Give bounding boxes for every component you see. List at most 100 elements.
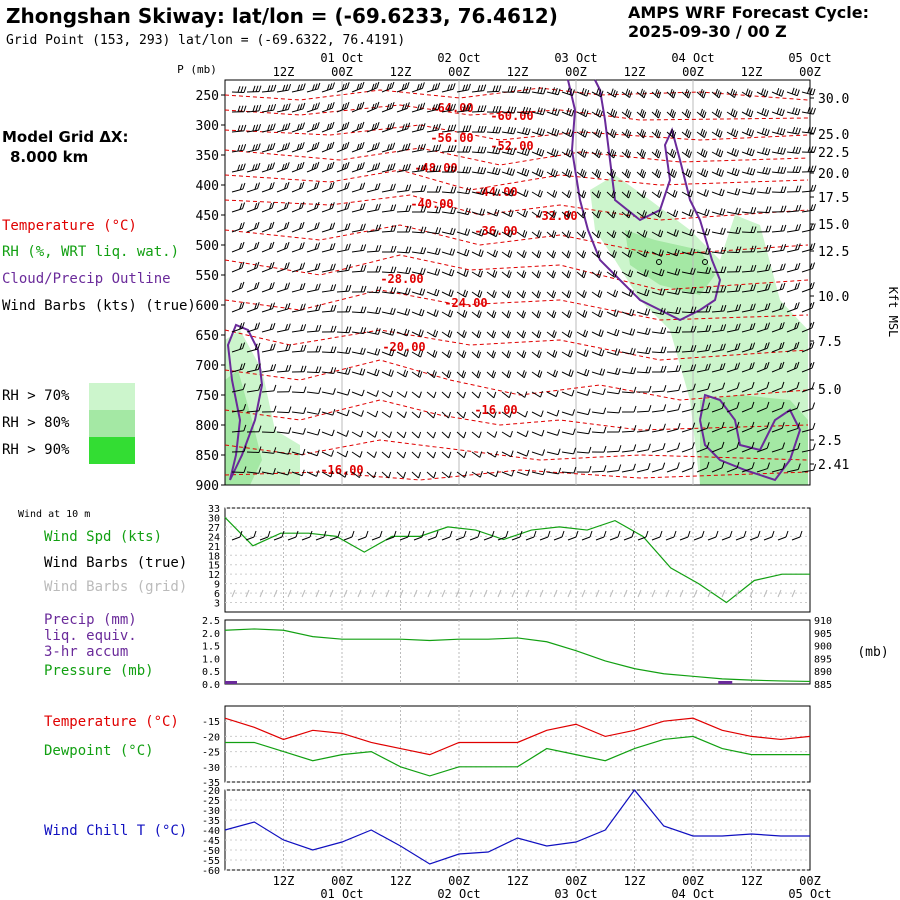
- wind-barb-flag: [674, 248, 678, 256]
- wind-barb: [726, 309, 739, 313]
- wind-barb-flag: [617, 349, 621, 356]
- wind-barb-flag: [795, 224, 799, 231]
- bottom-day-label: 04 Oct: [671, 887, 714, 900]
- wind-barb-flag: [284, 303, 288, 310]
- wind-barb-flag: [243, 404, 247, 411]
- wind-barb-flag: [598, 89, 602, 96]
- wind-barb-flag: [317, 82, 321, 90]
- wind-barb-flag: [362, 348, 366, 355]
- wind-barb: [276, 329, 289, 333]
- wind-barb-flag: [537, 86, 541, 94]
- wind-barb-flag: [302, 448, 306, 456]
- wind-barb-flag: [448, 351, 452, 358]
- wind-barb-flag: [626, 170, 630, 177]
- wind-barb-flag: [572, 428, 576, 435]
- wind-barb-flag: [811, 382, 815, 389]
- wind-barb-flag: [551, 230, 555, 237]
- wind-barb-flag: [390, 184, 394, 191]
- wind-barb: [366, 127, 378, 133]
- wind-barb-flag: [392, 329, 396, 336]
- wind-barb-flag: [432, 370, 435, 377]
- wind10-tick-label: 6: [214, 589, 220, 600]
- wind-barb-flag: [346, 82, 350, 89]
- wind-barb-flag: [735, 324, 738, 331]
- wind-barb-flag: [243, 86, 247, 93]
- wind-barb-flag: [643, 269, 647, 276]
- wind-barb-flag: [433, 309, 437, 316]
- wind-barb-flag: [283, 202, 287, 210]
- wind-barb: [621, 371, 634, 375]
- wind-barb-flag: [347, 202, 351, 209]
- wind-barb-flag: [700, 168, 704, 175]
- wind-barb-flag: [690, 325, 694, 333]
- wind-barb-flag: [720, 227, 723, 234]
- wind10-tick-label: 30: [208, 513, 220, 524]
- wind-barb-flag: [809, 243, 813, 250]
- wind-barb: [546, 351, 556, 358]
- wind-barb-flag: [272, 142, 276, 150]
- wind-barb-flag: [720, 344, 723, 351]
- wind-barb-flag: [588, 427, 592, 434]
- wind-barb-flag: [421, 82, 425, 89]
- wind-barb-flag: [314, 83, 318, 90]
- wind-barb-flag: [780, 166, 784, 174]
- wind-barb-flag: [333, 304, 337, 312]
- wind-barb-flag: [781, 341, 785, 349]
- wind-barb-flag: [344, 102, 347, 110]
- wind-barb-flag: [406, 81, 410, 89]
- wind-barb-flag: [568, 191, 572, 198]
- wind-barb-flag: [284, 123, 288, 130]
- wind-barb-flag: [392, 308, 396, 315]
- wind-barb: [681, 311, 694, 314]
- wind-barb-flag: [675, 210, 679, 218]
- wind-barb-flag: [645, 270, 649, 277]
- wind-barb-flag: [761, 147, 765, 154]
- wind-barb-flag: [693, 364, 697, 371]
- wind10-barb-grid: [721, 589, 726, 598]
- wind-barb-flag: [765, 206, 769, 213]
- wind-barb-flag: [390, 370, 394, 377]
- wind-barb-flag: [269, 303, 273, 310]
- wind-barb-flag: [551, 210, 555, 217]
- wind-barb: [396, 471, 404, 479]
- wind-barb: [231, 327, 243, 333]
- wind-barb-flag: [329, 122, 332, 130]
- wind-barb-flag: [491, 330, 495, 337]
- wind-barb-flag: [702, 130, 706, 137]
- wind-barb-flag: [678, 307, 682, 314]
- wind-barb-flag: [645, 366, 649, 373]
- wind-barb-flag: [521, 330, 525, 337]
- wind-barb: [276, 227, 288, 233]
- wind10-barb-grid: [595, 589, 600, 598]
- wind-barb-flag: [585, 110, 589, 117]
- wind-barb-flag: [706, 441, 710, 449]
- wind-barb: [561, 211, 570, 219]
- wind-barb-flag: [526, 169, 530, 177]
- wind-barb-flag: [462, 84, 466, 92]
- wind-barb-flag: [792, 166, 796, 173]
- wind-barb-flag: [392, 163, 396, 170]
- wind-barb-flag: [272, 322, 276, 330]
- wind-barb: [801, 347, 813, 353]
- wind-barb-flag: [506, 330, 510, 337]
- pressure-tick-label: 600: [196, 299, 219, 314]
- wind-barb-flag: [581, 190, 585, 197]
- wind-barb-flag: [478, 431, 482, 438]
- wind-barb-flag: [480, 84, 484, 92]
- wind-barb-flag: [656, 90, 660, 97]
- wind-barb-flag: [390, 204, 394, 211]
- wind-barb: [621, 231, 630, 239]
- wind-barb-flag: [433, 391, 437, 399]
- wind-barb: [591, 291, 601, 298]
- wind-barb-flag: [332, 388, 336, 395]
- wind-barb-flag: [326, 123, 330, 131]
- height-tick-label: 2.41: [818, 458, 849, 473]
- wind-barb-flag: [657, 190, 661, 197]
- wind-barb-flag: [797, 243, 801, 250]
- wind-barb-flag: [536, 168, 540, 175]
- wind-barb-flag: [269, 323, 273, 330]
- wind-barb: [396, 189, 409, 193]
- wind-barb: [471, 211, 483, 216]
- wind-barb: [321, 207, 333, 213]
- bottom-hour-label: 12Z: [741, 874, 763, 888]
